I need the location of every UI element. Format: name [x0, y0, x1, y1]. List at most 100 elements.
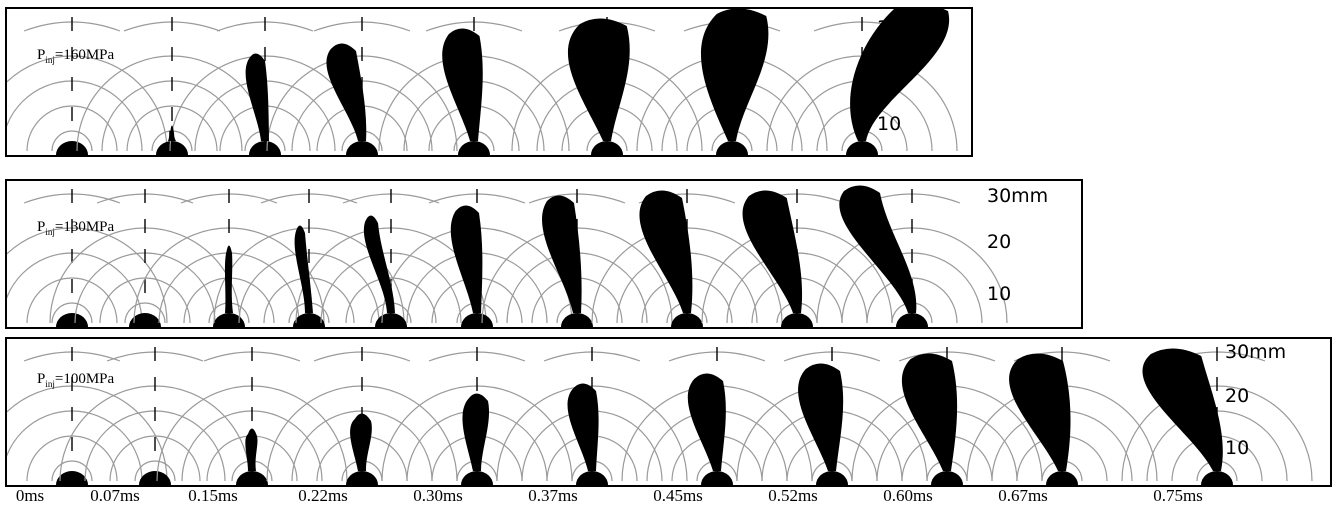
- spray-frame: [49, 189, 241, 327]
- nozzle-tip: [213, 313, 245, 327]
- spray-plume: [687, 373, 726, 471]
- spray-frame: [621, 347, 813, 485]
- spray-plume: [850, 9, 950, 141]
- spray-frames-100mpa: [7, 347, 1313, 485]
- spray-plume: [294, 225, 313, 313]
- nozzle-tip: [156, 141, 188, 155]
- spray-plume: [639, 190, 693, 313]
- scale-label-10: 10: [877, 113, 902, 135]
- spray-plume: [442, 28, 483, 141]
- spray-frames-130mpa: [7, 185, 1008, 327]
- scale-label-30mm: 30mm: [1225, 341, 1287, 363]
- nozzle-tip: [346, 141, 378, 155]
- scale-label-20: 20: [987, 231, 1012, 253]
- spray-plume: [350, 413, 372, 471]
- measurement-ring: [7, 410, 143, 482]
- nozzle-tip: [139, 471, 171, 485]
- spray-frame: [816, 189, 1008, 327]
- nozzle-tip: [375, 313, 407, 327]
- time-label: 0.30ms: [413, 486, 463, 505]
- spray-plume: [901, 353, 958, 471]
- measurement-ring: [59, 385, 251, 482]
- measurement-ring: [109, 435, 201, 482]
- panel-130mpa: Pinj=130MPa 30mm 20 10: [5, 179, 1083, 329]
- nozzle-tip: [816, 471, 848, 485]
- measurement-ring: [124, 302, 166, 324]
- nozzle-tip: [293, 313, 325, 327]
- spray-plume: [567, 383, 599, 471]
- measurement-ring: [51, 460, 93, 482]
- measurement-ring: [126, 105, 218, 152]
- measurement-ring: [7, 55, 168, 152]
- time-label: 0.15ms: [188, 486, 238, 505]
- measurement-ring: [7, 80, 143, 152]
- nozzle-tip: [458, 141, 490, 155]
- time-label: 0.07ms: [90, 486, 140, 505]
- nozzle-tip: [576, 471, 608, 485]
- spray-plume: [224, 245, 233, 313]
- scale-label-10: 10: [987, 283, 1012, 305]
- nozzle-tip: [461, 313, 493, 327]
- measurement-ring: [7, 385, 168, 482]
- measurement-ring: [345, 277, 437, 324]
- nozzle-tip: [1201, 471, 1233, 485]
- time-label: 0.75ms: [1153, 486, 1203, 505]
- spray-frame: [7, 17, 168, 155]
- scale-label-30mm: 30mm: [987, 185, 1049, 207]
- measurement-ring: [49, 227, 241, 324]
- panel-160mpa: Pinj=160MPa 30mm 20 10: [5, 7, 973, 157]
- nozzle-tip: [561, 313, 593, 327]
- nozzle-tip: [931, 471, 963, 485]
- spray-frames-160mpa: [7, 9, 958, 155]
- spray-plume: [245, 53, 269, 141]
- spray-plume: [798, 363, 844, 471]
- measurement-ring: [866, 277, 958, 324]
- spray-plume: [839, 185, 917, 313]
- spray-frame: [76, 17, 268, 155]
- time-label: 0.37ms: [528, 486, 578, 505]
- time-label: 0.22ms: [298, 486, 348, 505]
- nozzle-tip: [781, 313, 813, 327]
- scale-label-10: 10: [1225, 437, 1250, 459]
- measurement-ring: [7, 227, 168, 324]
- time-label: 0ms: [15, 486, 45, 505]
- nozzle-tip: [896, 313, 928, 327]
- spray-plume: [326, 43, 367, 141]
- measurement-ring: [51, 130, 93, 152]
- spray-frame: [7, 189, 168, 327]
- spray-plume: [701, 9, 769, 141]
- spray-plume: [245, 428, 258, 471]
- nozzle-tip: [1046, 471, 1078, 485]
- spray-plume: [450, 205, 483, 313]
- measurement-ring: [26, 277, 118, 324]
- spray-plume: [567, 18, 630, 141]
- nozzle-tip: [236, 471, 268, 485]
- measurement-ring: [134, 460, 176, 482]
- spray-plume: [1142, 348, 1223, 471]
- scale-label-20: 20: [877, 63, 902, 85]
- spray-plume: [742, 190, 803, 313]
- spray-frame: [7, 347, 168, 485]
- measurement-ring: [7, 252, 143, 324]
- measurement-ring: [51, 302, 93, 324]
- pressure-label-130mpa: Pinj=130MPa: [37, 219, 115, 237]
- pressure-label-100mpa: Pinj=100MPa: [37, 371, 115, 389]
- nozzle-tip: [846, 141, 878, 155]
- nozzle-tip: [716, 141, 748, 155]
- spray-frame: [381, 347, 573, 485]
- nozzle-tip: [56, 141, 88, 155]
- time-label: 0.60ms: [883, 486, 933, 505]
- nozzle-tip: [56, 471, 88, 485]
- pressure-label-160mpa: Pinj=160MPa: [37, 47, 115, 65]
- time-label: 0.45ms: [653, 486, 703, 505]
- time-label: 0.67ms: [998, 486, 1048, 505]
- scale-label-20: 20: [1225, 385, 1250, 407]
- nozzle-tip: [671, 313, 703, 327]
- time-axis: 0ms 0.07ms 0.15ms 0.22ms 0.30ms 0.37ms 0.45ms 0…: [0, 486, 1339, 511]
- spray-plume: [542, 195, 582, 313]
- time-label: 0.52ms: [768, 486, 818, 505]
- nozzle-tip: [346, 471, 378, 485]
- nozzle-tip: [461, 471, 493, 485]
- scale-label-30mm: 30mm: [877, 17, 939, 39]
- spray-frame: [59, 347, 251, 485]
